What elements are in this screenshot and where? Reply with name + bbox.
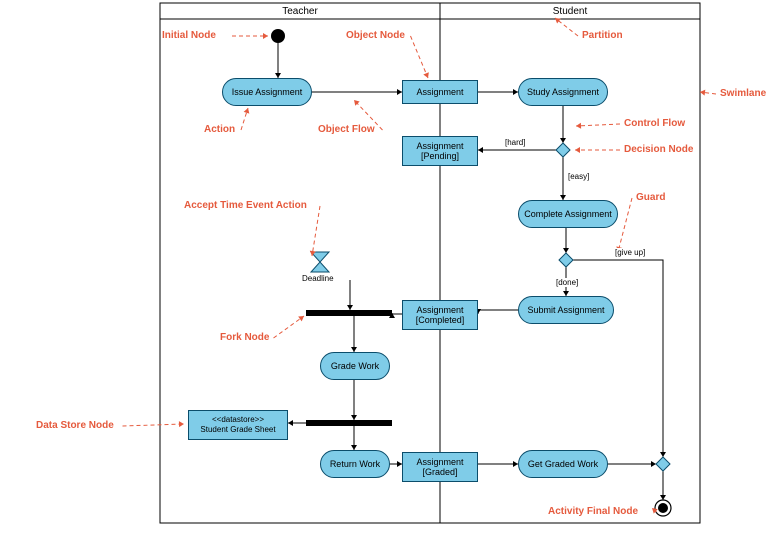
annotation: Object Flow	[318, 124, 375, 135]
annotation: Initial Node	[162, 30, 216, 41]
annotation: Fork Node	[220, 332, 269, 343]
action-grade: Grade Work	[320, 352, 390, 380]
guard-label: [hard]	[505, 138, 525, 147]
object-assignC: Assignment[Completed]	[402, 300, 478, 330]
annotation: Control Flow	[624, 118, 685, 129]
annotation: Partition	[582, 30, 623, 41]
fork-node	[306, 420, 392, 426]
action-submit: Submit Assignment	[518, 296, 614, 324]
annotation: Decision Node	[624, 144, 693, 155]
action-getgraded: Get Graded Work	[518, 450, 608, 478]
annotation: Action	[204, 124, 235, 135]
annotation: Data Store Node	[36, 420, 114, 431]
partition-header: Teacher	[160, 6, 440, 17]
annotation: Accept Time Event Action	[184, 200, 307, 211]
action-study: Study Assignment	[518, 78, 608, 106]
annotation: Swimlane	[720, 88, 766, 99]
action-return: Return Work	[320, 450, 390, 478]
datastore-node: <<datastore>>Student Grade Sheet	[188, 410, 288, 440]
action-issue: Issue Assignment	[222, 78, 312, 106]
guard-label: [give up]	[615, 248, 645, 257]
guard-label: [easy]	[568, 172, 589, 181]
object-assign0: Assignment	[402, 80, 478, 104]
annotation: Activity Final Node	[548, 506, 638, 517]
hourglass-label: Deadline	[302, 274, 334, 283]
action-complete: Complete Assignment	[518, 200, 618, 228]
annotation: Guard	[636, 192, 665, 203]
annotation: Object Node	[346, 30, 405, 41]
partition-header: Student	[440, 6, 700, 17]
guard-label: [done]	[556, 278, 578, 287]
object-assignP: Assignment[Pending]	[402, 136, 478, 166]
object-assignG: Assignment[Graded]	[402, 452, 478, 482]
fork-node	[306, 310, 392, 316]
